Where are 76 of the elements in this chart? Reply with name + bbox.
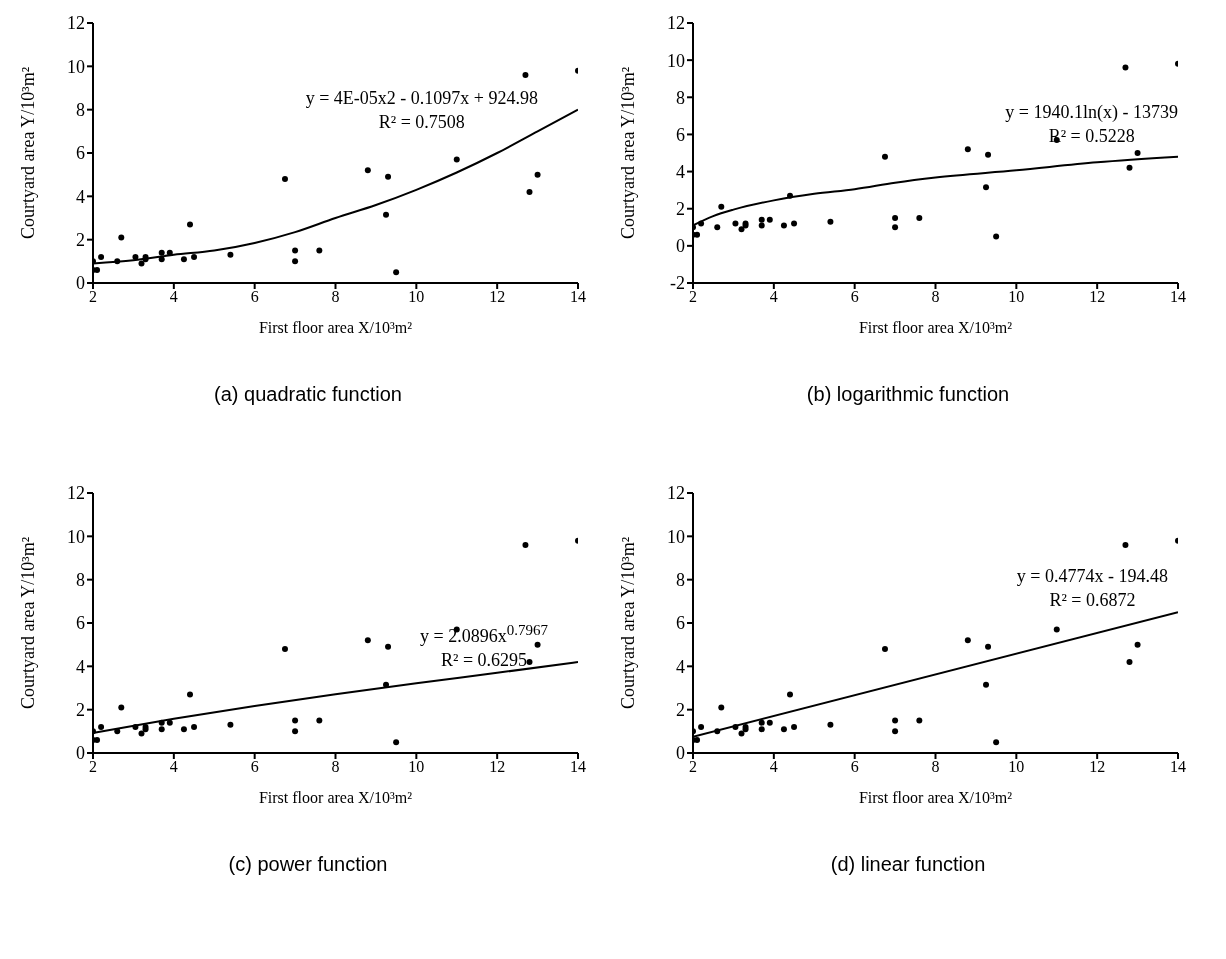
annotation: R² = 0.6295: [440, 649, 529, 672]
x-tick-label: 2: [89, 288, 97, 306]
y-tick-label: 4: [76, 186, 85, 207]
x-tick-label: 14: [570, 758, 586, 776]
x-tick-label: 10: [408, 288, 425, 306]
x-tick-label: 10: [1008, 288, 1025, 306]
y-axis-title: Courtyard area Y/10³m²: [618, 66, 639, 240]
x-tick-label: 6: [250, 758, 259, 776]
x-tick-label: 8: [931, 758, 940, 776]
y-tick-label: 6: [76, 143, 85, 164]
y-tick-label: -2: [670, 273, 685, 294]
x-axis-title: First floor area X/10³m²: [258, 319, 413, 336]
y-tick-label: 12: [67, 13, 85, 34]
y-tick-label: 8: [76, 100, 85, 121]
x-tick-label: 12: [1089, 758, 1106, 776]
y-tick-label: 2: [676, 199, 685, 220]
y-tick-label: 6: [676, 613, 685, 634]
y-tick-label: 8: [676, 570, 685, 591]
y-tick-label: 6: [676, 124, 685, 145]
x-tick-label: 10: [1008, 758, 1025, 776]
x-tick-label: 6: [850, 288, 859, 306]
annotation: R² = 0.7508: [377, 111, 466, 134]
y-tick-label: 8: [676, 87, 685, 108]
x-tick-label: 6: [850, 758, 859, 776]
x-tick-label: 10: [408, 758, 425, 776]
x-axis-title: First floor area X/10³m²: [858, 789, 1013, 806]
y-tick-label: 12: [667, 483, 685, 504]
x-tick-label: 12: [489, 758, 506, 776]
y-tick-label: 8: [76, 570, 85, 591]
y-axis-title: Courtyard area Y/10³m²: [618, 536, 639, 710]
x-tick-label: 8: [331, 288, 340, 306]
y-tick-label: 0: [76, 743, 85, 764]
x-axis-title: First floor area X/10³m²: [258, 789, 413, 806]
text: (c) power function: [227, 853, 389, 876]
y-tick-label: 4: [676, 161, 685, 182]
annotation: y = 0.4774x - 194.48: [1016, 565, 1168, 588]
y-tick-label: 2: [76, 230, 85, 251]
x-tick-label: 2: [89, 758, 97, 776]
y-tick-label: 0: [76, 273, 85, 294]
x-tick-label: 2: [689, 758, 697, 776]
y-tick-label: 10: [67, 56, 85, 77]
y-tick-label: 2: [76, 700, 85, 721]
annotation: y = 1940.1ln(x) - 13739: [1005, 101, 1178, 124]
x-tick-label: 4: [169, 288, 178, 306]
y-tick-label: 10: [667, 50, 685, 71]
x-tick-label: 4: [769, 288, 778, 306]
y-tick-label: 0: [676, 236, 685, 257]
text: (b) logarithmic function: [805, 383, 1011, 406]
x-tick-label: 12: [489, 288, 506, 306]
y-tick-label: 10: [667, 526, 685, 547]
y-axis-title: Courtyard area Y/10³m²: [18, 536, 39, 710]
y-tick-label: 0: [676, 743, 685, 764]
y-tick-label: 4: [76, 656, 85, 677]
annotation: y = 2.0896x$^{0.7967}$: [420, 621, 548, 648]
x-tick-label: 2: [689, 288, 697, 306]
x-tick-label: 6: [250, 288, 259, 306]
y-tick-label: 12: [67, 483, 85, 504]
x-tick-label: 4: [169, 758, 178, 776]
x-tick-label: 14: [570, 288, 586, 306]
x-axis-title: First floor area X/10³m²: [858, 319, 1013, 336]
y-tick-label: 4: [676, 656, 685, 677]
annotation: y = 4E-05x2 - 0.1097x + 924.98: [305, 87, 538, 110]
x-tick-label: 4: [769, 758, 778, 776]
x-tick-label: 8: [331, 758, 340, 776]
x-tick-label: 14: [1170, 758, 1186, 776]
x-tick-label: 14: [1170, 288, 1186, 306]
y-tick-label: 6: [76, 613, 85, 634]
y-tick-label: 2: [676, 700, 685, 721]
y-tick-label: 12: [667, 13, 685, 34]
x-tick-label: 8: [931, 288, 940, 306]
y-axis-title: Courtyard area Y/10³m²: [18, 66, 39, 240]
text: (a) quadratic function: [213, 383, 403, 406]
annotation: R² = 0.6872: [1048, 589, 1137, 612]
x-tick-label: 12: [1089, 288, 1106, 306]
y-tick-label: 10: [67, 526, 85, 547]
text: (d) linear function: [829, 853, 987, 876]
